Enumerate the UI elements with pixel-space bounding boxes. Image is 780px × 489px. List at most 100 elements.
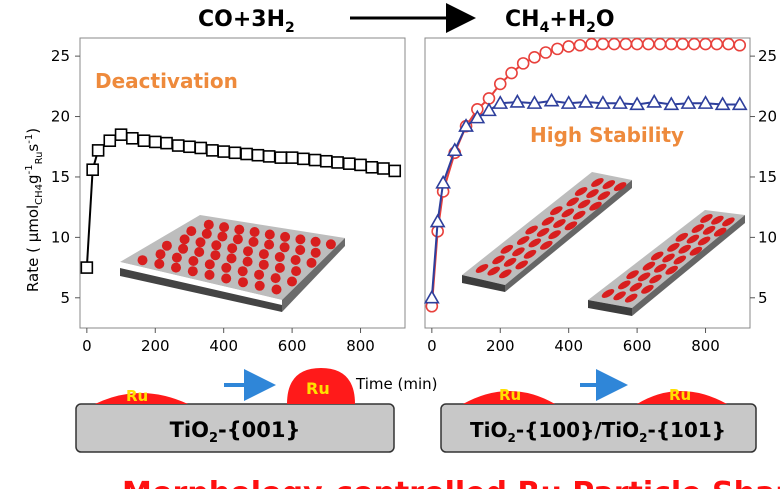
ru-particle (613, 182, 627, 192)
ru-particle (279, 242, 290, 253)
left-series-0-point (354, 158, 367, 172)
left-series-0-point (148, 135, 162, 149)
right-series-0-point (482, 92, 496, 105)
ru-particle (475, 264, 489, 273)
left-series-0-point (377, 162, 390, 175)
left-x-tick-label: 600 (278, 337, 307, 355)
ru-particle (203, 219, 214, 230)
right-series-1-point (446, 142, 463, 157)
right-series-0-point (539, 46, 553, 59)
ru-particle (219, 222, 230, 233)
ru-particle (618, 280, 631, 290)
reaction-reactants: CO+3H2 (198, 7, 295, 36)
right-series-1-point (526, 95, 543, 109)
ru-particle (258, 259, 269, 270)
left-series-0-point (308, 153, 322, 167)
right-series-0-point (596, 37, 610, 51)
slab-b-front (588, 300, 632, 316)
right-series-0-point (642, 37, 655, 51)
ru-particle (211, 240, 222, 251)
right-plot: High Stability 5 10 15 20 25 0 200 400 600 800 T… (355, 37, 777, 393)
ru-particle-round (287, 368, 355, 404)
ru-particle (310, 236, 321, 247)
ru-particle (662, 253, 675, 263)
ru-particle (171, 252, 182, 263)
ru-particle (161, 240, 172, 251)
ru-particle (178, 243, 189, 254)
ru-particle (512, 247, 525, 257)
ru-particle (227, 243, 238, 254)
ru-particle (654, 263, 667, 273)
ru-particle (295, 245, 306, 255)
right-x-tick-label: 400 (554, 337, 583, 355)
ru-particle (492, 255, 505, 265)
ru-particle (536, 227, 550, 237)
left-y-tick-label: 15 (51, 168, 70, 186)
left-x-tick-label: 200 (141, 337, 170, 355)
ru-particle (306, 257, 317, 268)
ru-particle (249, 227, 260, 237)
right-series-0-point (585, 37, 598, 51)
left-y-tick-label: 5 (60, 289, 70, 307)
left-series (80, 128, 402, 274)
ru-particle (243, 246, 253, 257)
right-series-0-point (722, 37, 735, 51)
left-series-0-point (206, 144, 219, 157)
ru-particle (254, 280, 265, 291)
left-series-0-point (80, 261, 94, 274)
left-series-0-point (91, 144, 105, 157)
left-y-axis: 5 10 15 20 25 (51, 47, 80, 307)
ru-label-flat: Ru (126, 387, 148, 405)
support-right-label: TiO2-{100}/TiO2-{101} (470, 418, 726, 445)
left-series-0-point (86, 163, 99, 177)
ru-particle (601, 289, 615, 298)
left-series-0-point (183, 140, 196, 154)
right-y-tick-label: 10 (758, 228, 777, 246)
right-series-1-point (509, 93, 526, 108)
right-y-tick-label: 5 (758, 289, 768, 307)
ru-particle (624, 293, 638, 303)
right-series-0-point (676, 37, 689, 51)
ru-particle (613, 291, 626, 301)
right-series-1-point (423, 289, 440, 304)
right-x-axis: 0 200 400 600 800 (427, 328, 720, 355)
right-series-1-point (481, 102, 497, 117)
right-series-0-point (630, 37, 644, 51)
slab-a-side (505, 180, 632, 292)
ru-particle (201, 228, 212, 239)
left-y-tick-label: 20 (51, 108, 70, 126)
left-x-tick-label: 400 (209, 337, 238, 355)
ru-particle (528, 238, 542, 248)
ru-particle (523, 249, 537, 259)
left-slab-white-edge (120, 262, 282, 305)
ru-particle (702, 225, 716, 235)
ru-particle (629, 282, 643, 292)
right-series-0-point (607, 37, 621, 51)
right-series-1-point (646, 93, 663, 108)
left-series-0-point (240, 147, 253, 161)
left-series-0-point (171, 139, 185, 152)
ru-particle-flat (95, 393, 188, 404)
right-series-0-point (653, 37, 667, 51)
right-series-1-point (469, 109, 486, 124)
right-x-tick-label: 200 (486, 337, 515, 355)
left-series-0-point (274, 151, 288, 164)
ru-particle (500, 244, 514, 254)
right-series-1-point (595, 95, 611, 109)
ru-particle (155, 249, 166, 260)
ru-particle (291, 266, 302, 277)
ru-particle (665, 265, 678, 275)
ru-particle (722, 217, 735, 227)
ru-particle (287, 276, 297, 287)
ru-particle (564, 221, 578, 231)
right-y-axis: 5 10 15 20 25 (750, 47, 777, 307)
ru-particle (697, 236, 711, 246)
ru-particle (187, 266, 198, 277)
right-y-tick-label: 15 (758, 168, 777, 186)
right-x-axis-label: Time (min) (355, 375, 437, 393)
ru-particle (525, 225, 538, 235)
ru-particle (503, 257, 517, 267)
ru-particle (232, 234, 243, 245)
